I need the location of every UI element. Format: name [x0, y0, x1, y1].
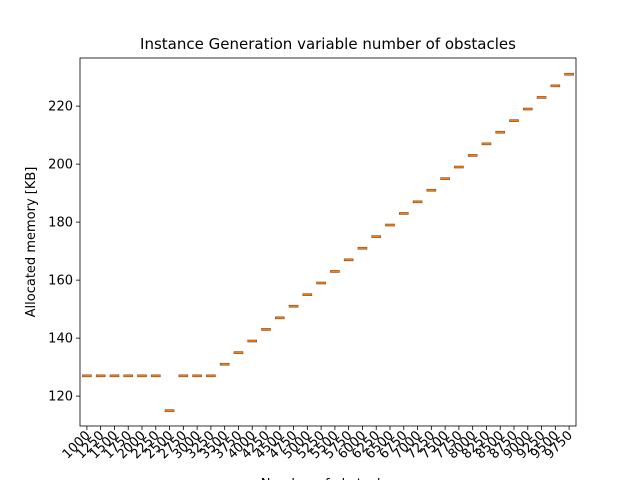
box — [261, 328, 271, 331]
box — [536, 96, 547, 99]
chart-title: Instance Generation variable number of o… — [140, 35, 516, 53]
box — [330, 270, 340, 273]
box — [219, 362, 230, 366]
box — [454, 165, 464, 169]
box — [440, 177, 450, 180]
y-tick-label: 120 — [48, 390, 73, 405]
y-tick-label: 200 — [48, 158, 73, 173]
box — [233, 351, 244, 354]
box — [412, 200, 423, 204]
box — [550, 84, 561, 88]
y-axis-label: Allocated memory [KB] — [24, 167, 39, 318]
y-tick-label: 160 — [48, 274, 73, 289]
box — [522, 107, 533, 111]
box — [371, 235, 382, 238]
box — [82, 374, 92, 378]
box — [137, 374, 147, 378]
box — [123, 374, 134, 378]
box — [385, 223, 395, 227]
box — [109, 374, 120, 378]
x-axis-label: Number of obstacles — [261, 477, 396, 480]
box — [164, 409, 175, 412]
y-tick-label: 180 — [48, 216, 73, 231]
plot-frame — [79, 57, 577, 427]
box — [426, 188, 437, 192]
box — [343, 258, 354, 262]
box — [316, 281, 326, 285]
box — [398, 212, 409, 215]
box — [274, 316, 285, 320]
box — [564, 72, 574, 76]
box — [481, 142, 492, 146]
box — [178, 374, 189, 378]
y-tick-label: 220 — [48, 100, 73, 115]
box — [150, 374, 161, 378]
box — [288, 304, 299, 308]
box — [192, 374, 202, 378]
box — [206, 374, 216, 378]
box — [467, 154, 478, 157]
box — [247, 339, 258, 343]
y-tick-label: 140 — [48, 332, 73, 347]
box — [95, 374, 106, 378]
box — [302, 293, 313, 296]
box — [357, 246, 368, 250]
box — [509, 119, 519, 122]
box — [495, 130, 506, 134]
